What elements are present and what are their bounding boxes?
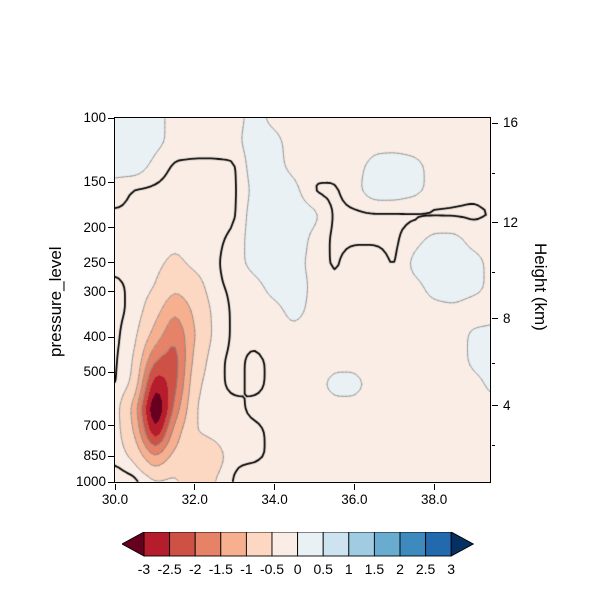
colorbar-segment: [348, 532, 375, 557]
y-axis-tick: [107, 227, 114, 229]
y-tick-label: 400: [83, 329, 106, 345]
colorbar-segment: [245, 532, 273, 557]
colorbar-tick-label: -1: [240, 561, 253, 577]
x-axis-tick: [433, 483, 435, 490]
y-tick-label: 100: [83, 110, 106, 125]
colorbar-segment: [425, 532, 452, 557]
height-axis-tick: [491, 222, 498, 224]
height-axis-minor-tick: [491, 271, 495, 273]
colorbar-segment: [322, 532, 350, 557]
colorbar-tick-label: 3: [447, 561, 455, 577]
colorbar-segment: [373, 532, 401, 557]
y-tick-label: 300: [83, 283, 106, 299]
colorbar-segment: [143, 532, 171, 557]
x-tick-label: 38.0: [421, 492, 448, 507]
colorbar-tick-label: -2: [189, 561, 202, 577]
colorbar-segment: [399, 532, 427, 557]
height-axis-tick: [491, 405, 498, 406]
colorbar-segment: [271, 532, 299, 557]
x-axis-tick: [114, 483, 116, 490]
colorbar-tick-label: 0: [294, 561, 302, 577]
colorbar-tick-label: 2.5: [416, 561, 436, 577]
y-tick-label: 1000: [75, 474, 106, 489]
y-tick-label: 850: [83, 448, 106, 464]
y-axis-tick: [107, 481, 114, 483]
y-tick-label: 250: [83, 254, 106, 270]
height-tick-label: 8: [503, 310, 511, 326]
x-tick-label: 32.0: [181, 492, 208, 507]
colorbar-tick-label: -0.5: [260, 561, 284, 577]
colorbar-segment: [194, 532, 222, 557]
contour-plot: [113, 116, 491, 483]
x-tick-label: 36.0: [341, 492, 368, 507]
colorbar-tick-label: -1.5: [209, 561, 233, 577]
y-axis-tick: [107, 336, 114, 338]
colorbar-extend-high-arrow: [450, 532, 474, 557]
height-tick-label: 12: [503, 214, 519, 230]
colorbar-tick-label: 1.5: [365, 561, 385, 577]
colorbar: -3 -2.5 -2 -1.5 -1 -0.5 0 0.5 1 1.5 2 2.5 3: [122, 532, 474, 577]
colorbar-tick-label: 2: [396, 561, 404, 577]
colorbar-tick-label: 0.5: [313, 561, 333, 577]
y-tick-label: 150: [83, 174, 106, 190]
colorbar-tick-label: -3: [138, 561, 151, 577]
colorbar-tick-label: 1: [345, 561, 353, 577]
x-axis-tick: [353, 483, 355, 490]
height-axis-minor-tick: [491, 172, 495, 174]
y-tick-label: 700: [83, 417, 106, 433]
y-axis-tick: [107, 371, 114, 373]
colorbar-segment: [297, 532, 324, 557]
y-axis-tick: [107, 425, 114, 427]
x-axis-tick: [274, 483, 276, 490]
y-axis-tick: [107, 181, 114, 183]
colorbar-tick-label: -2.5: [158, 561, 182, 577]
colorbar-segment: [169, 532, 196, 557]
colorbar-extend-low-arrow: [122, 532, 145, 557]
height-tick-label: 4: [503, 397, 511, 413]
x-axis-tick: [194, 483, 196, 490]
y-tick-label: 500: [83, 364, 106, 380]
height-axis-tick: [491, 318, 498, 320]
height-tick-label: 16: [503, 115, 519, 131]
colorbar-segment: [220, 532, 247, 557]
y-axis-tick: [107, 117, 114, 119]
y-axis-tick: [107, 262, 114, 264]
height-axis-minor-tick: [491, 362, 495, 364]
height-axis-minor-tick: [491, 445, 495, 447]
y-axis-tick: [107, 291, 114, 293]
y-axis-tick: [107, 455, 114, 457]
height-axis-tick: [491, 122, 498, 124]
y-tick-label: 200: [83, 219, 106, 235]
x-tick-label: 30.0: [101, 492, 129, 507]
x-tick-label: 34.0: [261, 492, 288, 507]
